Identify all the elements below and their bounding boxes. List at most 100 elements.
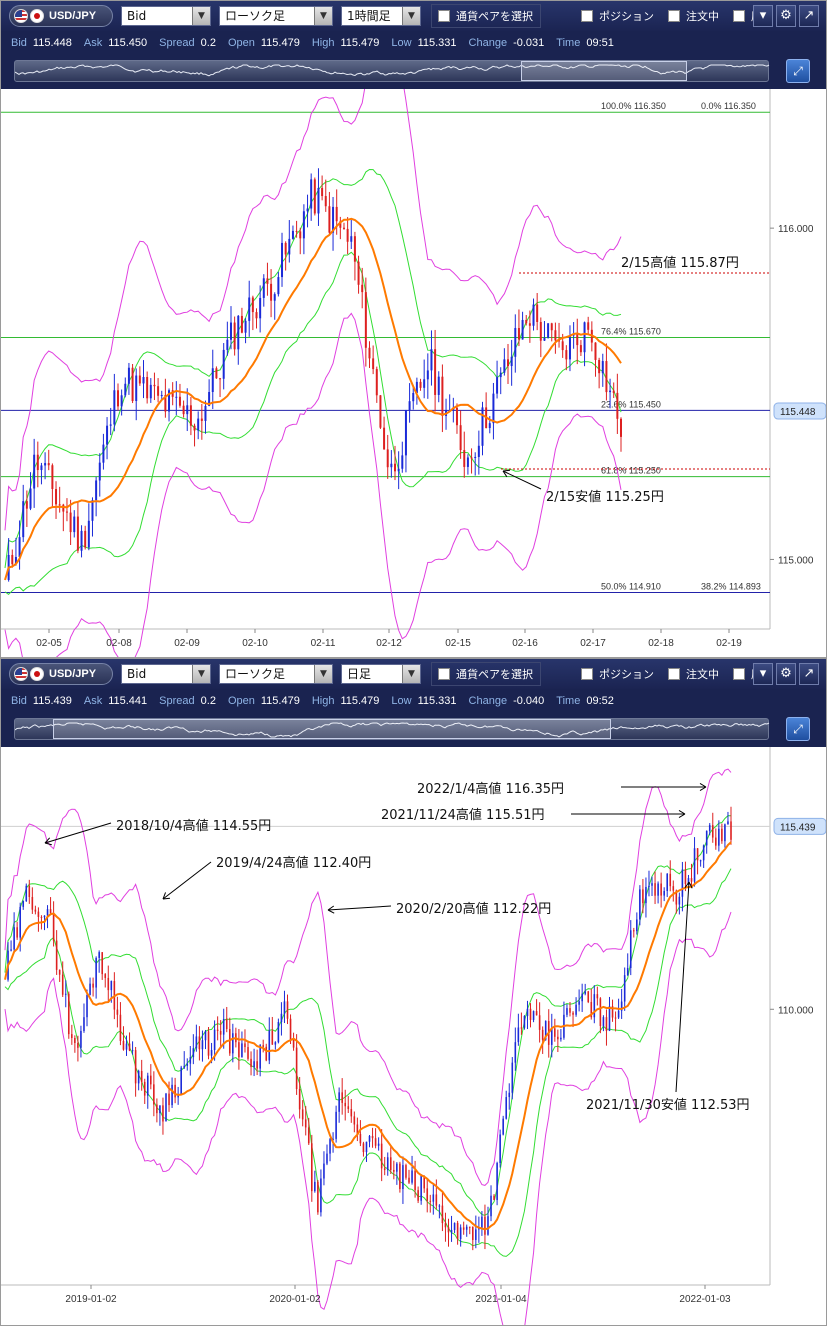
candle-body — [171, 1084, 173, 1106]
price-type-value: Bid — [127, 9, 147, 23]
candle-body — [389, 1157, 392, 1170]
candle-body — [268, 1030, 271, 1061]
candle-body — [496, 377, 499, 394]
candle-body — [405, 1165, 407, 1178]
timeframe-dropdown[interactable]: 日足 ▼ — [341, 664, 421, 684]
candle-body — [341, 1092, 343, 1103]
candle-body — [581, 993, 583, 1002]
orders-toggle[interactable]: 注文中 — [668, 666, 719, 682]
candle-body — [528, 323, 531, 326]
candle-body — [183, 1065, 186, 1068]
chart-type-dropdown[interactable]: ローソク足 ▼ — [219, 6, 333, 26]
candle-body — [660, 883, 662, 896]
navigator-window[interactable] — [520, 61, 687, 81]
annotation-arrow — [327, 905, 392, 911]
candle-body — [368, 1135, 371, 1142]
chevron-down-icon[interactable]: ▾ — [753, 5, 773, 27]
chart-panel-daily: USD/JPY Bid ▼ ローソク足 ▼ 日足 ▼ 通貨ペアを選択 ポジション… — [0, 658, 827, 1326]
orders-checkbox[interactable] — [668, 668, 680, 680]
select-pair-button[interactable]: 通貨ペアを選択 — [431, 662, 541, 686]
candle-body — [83, 1017, 85, 1031]
arrowhead-icon — [699, 782, 707, 792]
candle-body — [379, 395, 382, 428]
candle-body — [134, 1050, 137, 1084]
candle-body — [675, 890, 678, 905]
candle-body — [599, 998, 602, 1026]
candle-body — [620, 418, 622, 437]
price-type-dropdown[interactable]: Bid ▼ — [121, 6, 211, 26]
current-price-label: 115.448 — [780, 407, 816, 418]
bollinger-inner — [4, 868, 732, 1257]
candle-body — [663, 890, 665, 896]
orders-toggle[interactable]: 注文中 — [668, 8, 719, 24]
currency-pair-button[interactable]: USD/JPY — [9, 663, 113, 685]
zoom-reset-icon[interactable]: ⤢ — [786, 717, 810, 741]
candle-body — [521, 319, 524, 340]
chevron-down-icon[interactable]: ▾ — [753, 663, 773, 685]
history-checkbox[interactable] — [733, 10, 745, 22]
candle-body — [159, 1105, 161, 1114]
candle-body — [693, 848, 696, 882]
candle-body — [423, 1176, 425, 1189]
candle-body — [372, 358, 375, 370]
candle-body — [270, 283, 273, 301]
navigator-window[interactable] — [52, 719, 612, 739]
candle-body — [335, 1111, 337, 1139]
candle-body — [283, 1001, 286, 1014]
annotation-label: 2020/2/20高値 112.22円 — [396, 901, 551, 917]
price-chart[interactable]: 2018/10/4高値 114.55円 2019/4/24高値 112.40円 20… — [1, 747, 827, 1326]
position-toggle[interactable]: ポジション — [581, 8, 654, 24]
candle-body — [314, 1181, 316, 1192]
candle-body — [256, 1061, 258, 1069]
currency-pair-button[interactable]: USD/JPY — [9, 5, 113, 27]
candle-body — [678, 896, 681, 905]
gear-icon[interactable]: ⚙ — [776, 663, 796, 685]
price-chart[interactable]: 100.0% 116.350 0.0% 116.350 76.4% 115.670 2… — [1, 89, 827, 658]
candle-body — [507, 359, 510, 367]
candle-body — [80, 1030, 82, 1048]
select-pair-button[interactable]: 通貨ペアを選択 — [431, 4, 541, 28]
us-flag-icon — [14, 667, 28, 681]
candle-body — [420, 1176, 422, 1201]
position-toggle[interactable]: ポジション — [581, 666, 654, 682]
expand-icon[interactable]: ↗ — [799, 663, 819, 685]
candle-body — [386, 1157, 389, 1171]
candle-body — [277, 1022, 280, 1043]
candle-body — [408, 401, 411, 410]
candle-body — [237, 315, 240, 350]
quote-key: Low — [391, 695, 412, 707]
y-tick-label: 116.000 — [778, 224, 814, 235]
y-tick-label: 110.000 — [778, 1005, 814, 1016]
zoom-reset-icon[interactable]: ⤢ — [786, 59, 810, 83]
candle-body — [197, 418, 200, 431]
candle-body — [514, 1042, 517, 1063]
orders-label: 注文中 — [686, 10, 719, 23]
candle-body — [204, 405, 207, 421]
quote-value: 0.2 — [200, 695, 216, 707]
position-checkbox[interactable] — [581, 10, 593, 22]
candle-body — [292, 1039, 295, 1048]
candle-body — [605, 1017, 608, 1031]
select-pair-checkbox[interactable] — [438, 668, 450, 680]
candle-body — [432, 1194, 435, 1202]
navigator-track[interactable] — [14, 718, 770, 740]
chart-type-dropdown[interactable]: ローソク足 ▼ — [219, 664, 333, 684]
gear-icon[interactable]: ⚙ — [776, 5, 796, 27]
navigator-track[interactable] — [14, 60, 770, 82]
candle-body — [375, 369, 378, 396]
candle-body — [171, 390, 174, 397]
price-type-dropdown[interactable]: Bid ▼ — [121, 664, 211, 684]
candle-body — [328, 206, 331, 233]
chart-type-value: ローソク足 — [225, 667, 286, 681]
select-pair-checkbox[interactable] — [438, 10, 450, 22]
candle-body — [383, 427, 386, 450]
orders-checkbox[interactable] — [668, 10, 680, 22]
expand-icon[interactable]: ↗ — [799, 5, 819, 27]
position-checkbox[interactable] — [581, 668, 593, 680]
timeframe-dropdown[interactable]: 1時間足 ▼ — [341, 6, 421, 26]
candle-body — [412, 393, 415, 402]
history-checkbox[interactable] — [733, 668, 745, 680]
fib-label: 61.8% 115.250 — [601, 466, 661, 476]
candle-body — [259, 297, 262, 319]
candle-body — [232, 1033, 234, 1054]
